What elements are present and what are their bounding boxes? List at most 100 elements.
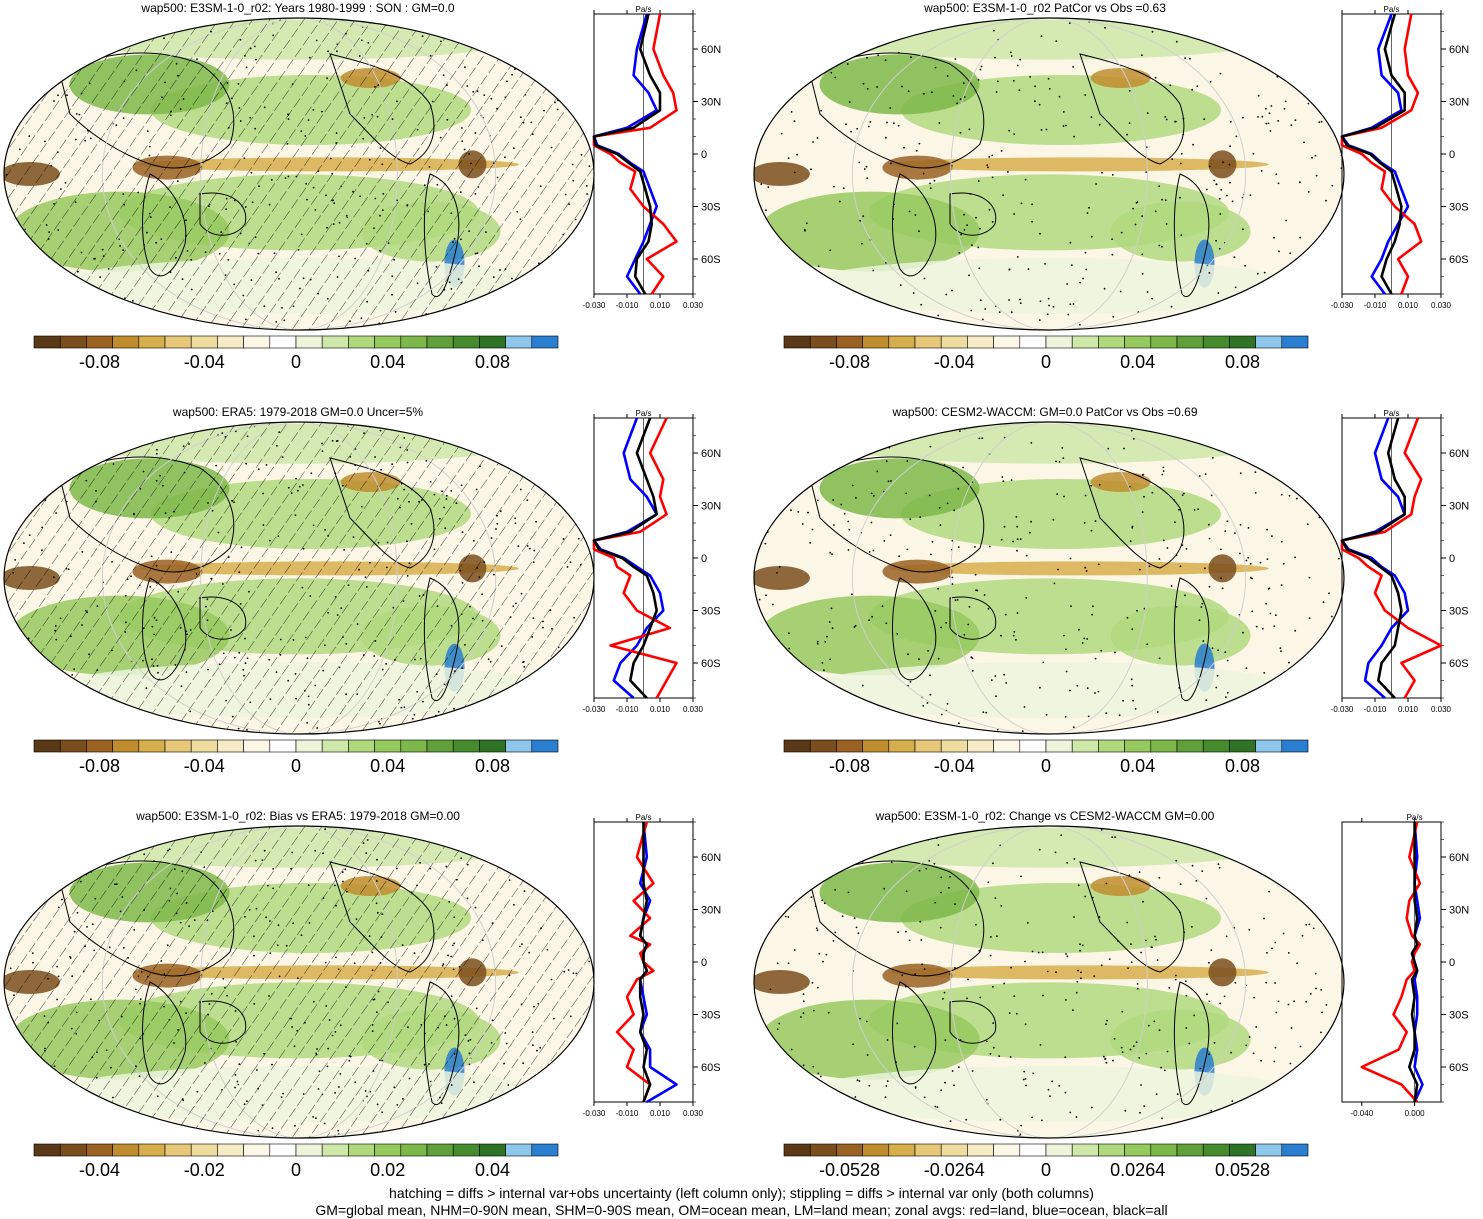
zonal-value-tick: 0.000 <box>1405 1109 1426 1118</box>
colorbar-swatch <box>914 739 942 753</box>
colorbar-swatch <box>1150 739 1178 753</box>
colorbar-swatch <box>321 1143 349 1157</box>
colorbar-swatch <box>321 335 349 349</box>
colorbar-swatch <box>138 739 166 753</box>
zonal-unit-label: Pa/s <box>635 813 651 822</box>
colorbar-swatch <box>1281 1143 1309 1157</box>
colorbar-swatch <box>809 1143 837 1157</box>
colorbar-swatch <box>1202 1143 1230 1157</box>
zonal-lat-tick: 0 <box>701 957 707 969</box>
ocean-zonal-line <box>1340 13 1410 295</box>
field-region <box>900 479 1221 549</box>
colorbar-tick-label: -0.02 <box>184 1160 225 1180</box>
colorbar-swatch <box>374 335 402 349</box>
zonal-lat-tick: 30S <box>701 606 721 618</box>
colorbar-tick-label: 0.04 <box>370 352 405 372</box>
zonal-mean-plot: Pa/s 60N 30N 0 30S 60S -0.040 0.000 <box>1341 813 1469 1118</box>
colorbar-swatch <box>295 739 323 753</box>
coastline <box>809 52 985 169</box>
zonal-lat-tick: 60N <box>701 852 721 864</box>
coastline <box>1079 53 1185 165</box>
all-zonal-line <box>592 417 658 699</box>
colorbar-swatch <box>400 739 428 753</box>
zonal-lat-tick: 0 <box>1449 957 1455 969</box>
colorbar-swatch <box>1019 1143 1047 1157</box>
zonal-lat-tick: 30N <box>1449 501 1469 513</box>
colorbar-tick-label: -0.04 <box>79 1160 120 1180</box>
colorbar-swatch <box>993 739 1021 753</box>
zonal-lat-tick: 30S <box>1449 1010 1469 1022</box>
colorbar-swatch <box>836 739 863 753</box>
field-region <box>888 157 1269 172</box>
colorbar-swatch <box>112 739 140 753</box>
colorbar-swatch <box>1176 335 1204 349</box>
map-field <box>754 826 1344 1138</box>
map-panel <box>3 17 595 331</box>
colorbar-tick-label: 0.08 <box>475 352 510 372</box>
land-zonal-line <box>1340 417 1443 699</box>
colorbar-swatch <box>400 335 428 349</box>
colorbar-swatch <box>1071 739 1099 753</box>
zonal-lat-tick: 0 <box>1449 149 1455 161</box>
field-region <box>754 566 810 590</box>
colorbar-swatch <box>531 335 559 349</box>
zonal-unit-label: Pa/s <box>635 5 651 14</box>
land-zonal-line <box>615 821 655 1103</box>
colorbar-swatch <box>1098 335 1125 349</box>
coastline <box>892 173 937 277</box>
coastline <box>892 981 937 1085</box>
colorbar-swatch <box>217 739 244 753</box>
colorbar-swatch <box>1255 739 1283 753</box>
colorbar-swatch <box>86 1143 113 1157</box>
colorbar-tick-label: 0.04 <box>475 1160 510 1180</box>
colorbar-swatch <box>1150 335 1178 349</box>
zonal-value-tick: -0.030 <box>583 705 606 714</box>
colorbar-swatch <box>1202 739 1230 753</box>
colorbar-swatch <box>783 739 811 753</box>
coastline <box>1079 861 1185 973</box>
colorbar-tick-label: 0 <box>291 352 301 372</box>
colorbar-swatch <box>164 1143 192 1157</box>
colorbar-swatch <box>243 335 271 349</box>
field-region <box>799 1066 1299 1122</box>
zonal-lat-tick: 30S <box>701 202 721 214</box>
colorbar-swatch <box>59 335 87 349</box>
colorbar-tick-label: 0.02 <box>370 1160 405 1180</box>
panel-title: wap500: E3SM-1-0_r02: Change vs CESM2-WA… <box>875 809 1215 823</box>
colorbar-swatch <box>888 335 916 349</box>
zonal-lat-tick: 60S <box>1449 1062 1469 1074</box>
zonal-lat-tick: 60N <box>701 44 721 56</box>
land-zonal-line <box>1360 821 1422 1103</box>
colorbar-tick-label: 0.08 <box>1225 352 1260 372</box>
colorbar-swatch <box>348 739 375 753</box>
colorbar-swatch <box>888 739 916 753</box>
graticule <box>851 422 1247 734</box>
graticule <box>851 826 1247 1138</box>
colorbar-swatch <box>1124 1143 1152 1157</box>
field-region <box>1110 1009 1251 1070</box>
colorbar-swatch <box>836 1143 863 1157</box>
field-region <box>759 191 980 272</box>
colorbar-swatch <box>348 1143 375 1157</box>
colorbar: -0.0528 -0.0264 0 0.0264 0.0528 <box>783 1143 1309 1180</box>
field-region <box>888 965 1269 980</box>
colorbar-swatch <box>1071 335 1099 349</box>
colorbar-swatch <box>1098 1143 1125 1157</box>
colorbar: -0.08 -0.04 0 0.04 0.08 <box>783 739 1309 776</box>
colorbar-swatch <box>112 335 140 349</box>
coastline <box>1173 173 1210 297</box>
colorbar-swatch <box>1255 335 1283 349</box>
colorbar-swatch <box>1124 739 1152 753</box>
zonal-value-tick: 0.010 <box>650 301 671 310</box>
zonal-value-tick: -0.010 <box>616 1109 639 1118</box>
ocean-zonal-line <box>1340 417 1410 699</box>
zonal-value-tick: 0.030 <box>1431 705 1452 714</box>
colorbar-swatch <box>993 335 1021 349</box>
land-zonal-line <box>1340 13 1423 295</box>
coastline <box>949 1000 997 1044</box>
colorbar-swatch <box>348 335 375 349</box>
zonal-lat-tick: 60N <box>701 448 721 460</box>
colorbar-swatch <box>33 1143 61 1157</box>
zonal-lat-tick: 30N <box>1449 97 1469 109</box>
colorbar-tick-label: -0.04 <box>184 352 225 372</box>
